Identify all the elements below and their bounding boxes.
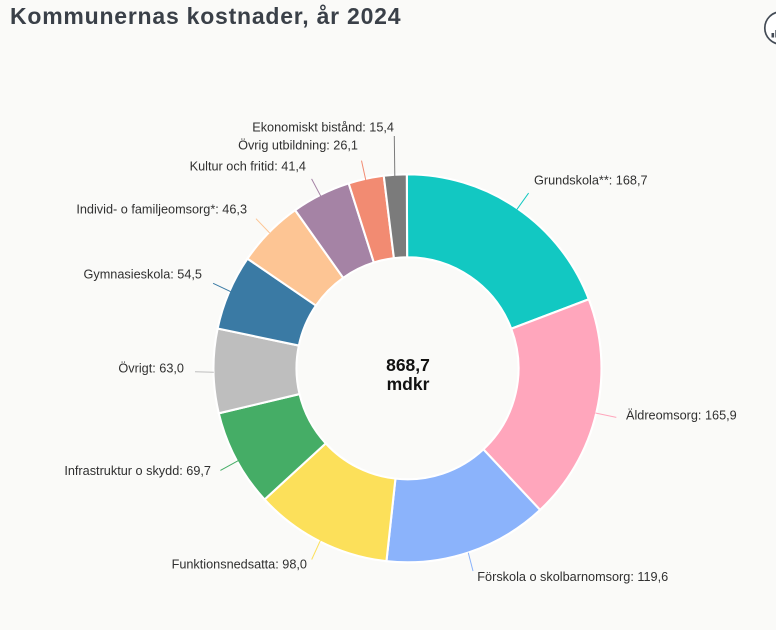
svg-text:Kultur och fritid: 41,4: Kultur och fritid: 41,4: [190, 160, 306, 174]
svg-text:Gymnasieskola: 54,5: Gymnasieskola: 54,5: [84, 268, 202, 282]
svg-text:Ekonomiskt bistånd: 15,4: Ekonomiskt bistånd: 15,4: [252, 121, 394, 135]
svg-text:Grundskola**: 168,7: Grundskola**: 168,7: [534, 174, 648, 188]
svg-text:868,7: 868,7: [386, 355, 430, 375]
svg-text:Infrastruktur o skydd: 69,7: Infrastruktur o skydd: 69,7: [64, 464, 211, 478]
svg-text:Förskola o skolbarnomsorg: 119: Förskola o skolbarnomsorg: 119,6: [477, 570, 668, 584]
svg-text:Individ- o familjeomsorg*: 46,: Individ- o familjeomsorg*: 46,3: [76, 203, 247, 217]
svg-text:Övrigt: 63,0: Övrigt: 63,0: [118, 362, 184, 376]
svg-text:Äldreomsorg: 165,9: Äldreomsorg: 165,9: [626, 409, 737, 423]
svg-text:Övrig utbildning: 26,1: Övrig utbildning: 26,1: [238, 139, 358, 153]
svg-text:Funktionsnedsatta: 98,0: Funktionsnedsatta: 98,0: [172, 558, 307, 572]
svg-text:mdkr: mdkr: [387, 374, 430, 394]
